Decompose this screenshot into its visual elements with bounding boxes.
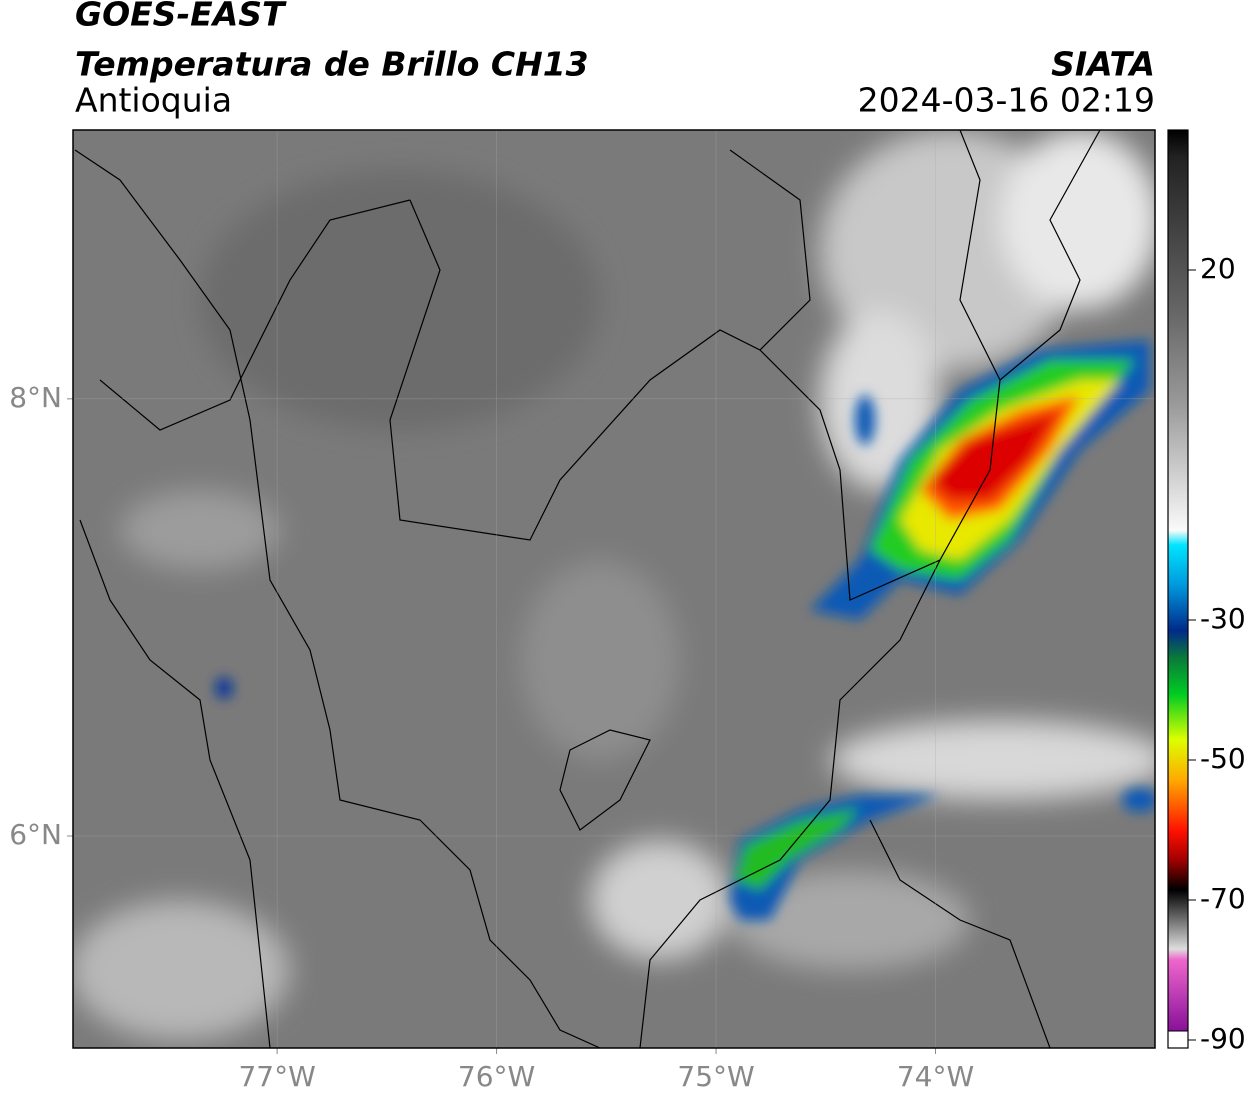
colorbar-under — [1167, 1030, 1189, 1049]
colorbar-tick-label: -90 — [1200, 1022, 1246, 1055]
graticule — [67, 130, 1155, 1054]
x-tick-label: 77°W — [238, 1060, 315, 1093]
colorbar-tick-label: -30 — [1200, 602, 1246, 635]
colorbar-tick-label: -70 — [1200, 882, 1246, 915]
colorbar-tick-label: -50 — [1200, 742, 1246, 775]
subtitle: Temperatura de Brillo CH13 — [75, 45, 589, 84]
region: Antioquia — [75, 81, 232, 120]
colorbar-ticks: 20 -30 -50 -70 -90 — [1188, 252, 1246, 1055]
y-tick-label: 8°N — [9, 381, 62, 414]
x-tick-label: 75°W — [677, 1060, 754, 1093]
map-frame — [72, 129, 1156, 1049]
x-tick-label: 74°W — [897, 1060, 974, 1093]
datetime: 2024-03-16 02:19 — [858, 81, 1155, 120]
map-image — [73, 130, 1155, 1048]
colorbar-tick-label: 20 — [1200, 252, 1236, 285]
source: SIATA — [1051, 45, 1155, 84]
colorbar — [1168, 130, 1188, 1040]
y-tick-label: 6°N — [9, 818, 62, 851]
colorbar-frame — [1167, 129, 1189, 1049]
x-tick-label: 76°W — [458, 1060, 535, 1093]
title: GOES-EAST — [75, 0, 287, 34]
